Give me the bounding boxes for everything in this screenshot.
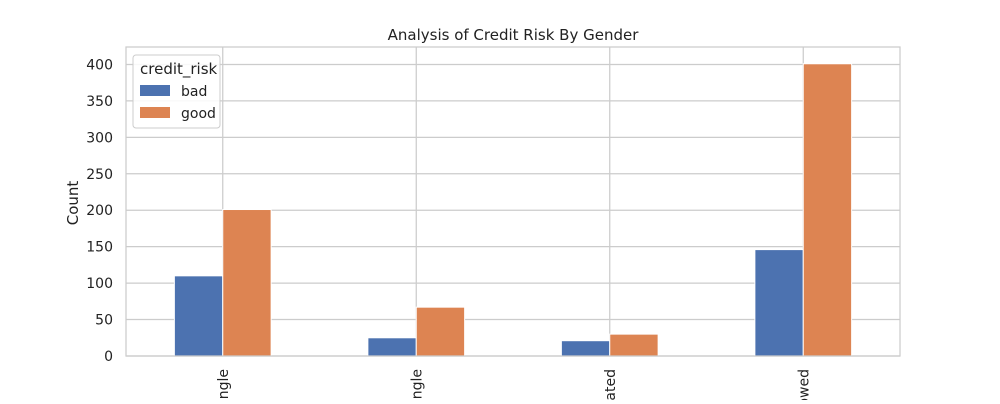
legend: credit_risk bad good: [132, 54, 221, 129]
x-axis-ticks: ngle ngle ated owed: [216, 369, 813, 404]
bar-good-0: [222, 209, 272, 357]
y-axis-label: Count: [64, 181, 82, 226]
chart-title: Analysis of Credit Risk By Gender: [388, 26, 640, 44]
y-tick-label: 0: [104, 349, 113, 365]
bars-group: [173, 63, 853, 357]
y-tick-label: 250: [86, 167, 113, 183]
x-tick-label: ngle: [216, 369, 232, 399]
plot-frame: [125, 46, 901, 357]
bar-bad-3: [754, 249, 804, 357]
legend-label-good: good: [181, 106, 216, 122]
x-tick-label: ated: [603, 369, 619, 400]
x-tick-label: ngle: [409, 369, 425, 399]
bar-good-3: [802, 63, 853, 357]
y-axis-ticks: 0 50 100 150 200 250 300 350 400: [86, 57, 113, 365]
bar-bad-2: [560, 340, 611, 357]
legend-swatch-bad: [140, 85, 170, 96]
bar-bad-0: [173, 275, 224, 357]
bar-good-2: [609, 333, 659, 357]
y-tick-label: 50: [95, 313, 113, 329]
y-tick-label: 350: [86, 94, 113, 110]
legend-swatch-good: [140, 107, 170, 118]
y-tick-label: 100: [86, 276, 113, 292]
y-tick-label: 150: [86, 240, 113, 256]
bar-good-1: [415, 306, 466, 357]
legend-label-bad: bad: [181, 84, 207, 100]
bar-bad-1: [367, 337, 417, 357]
legend-title: credit_risk: [140, 60, 218, 79]
x-tick-label: owed: [796, 369, 812, 400]
y-tick-label: 200: [86, 203, 113, 219]
y-tick-label: 400: [86, 57, 113, 73]
y-tick-label: 300: [86, 130, 113, 146]
